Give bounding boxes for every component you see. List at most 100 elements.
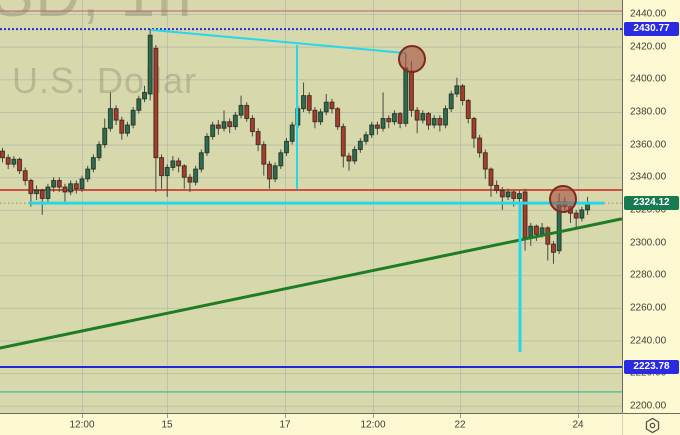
circle-marker-2[interactable] (549, 185, 577, 213)
candle-body-down (39, 189, 45, 199)
candle-body-down (227, 121, 233, 128)
candle (420, 110, 426, 124)
price-label-badge: 2223.78 (624, 359, 679, 374)
candle-body-down (181, 165, 187, 178)
candle-body-up (147, 34, 153, 95)
candle-body-down (550, 243, 556, 253)
candle (11, 156, 17, 168)
candle-body-down (28, 180, 34, 195)
candle (272, 162, 278, 183)
candle (136, 95, 142, 114)
candle (340, 123, 346, 168)
candle-body-down (437, 117, 443, 126)
candle (585, 196, 591, 215)
candle (159, 154, 165, 189)
candle (62, 183, 68, 202)
candle (142, 85, 147, 103)
settings-gear-icon[interactable] (644, 417, 661, 434)
candle-body-up (79, 178, 85, 190)
time-axis[interactable]: 12:00 15 17 12:00 22 24 (0, 413, 622, 435)
candle (278, 149, 284, 170)
candle-body-up (318, 111, 324, 123)
candle (45, 183, 51, 202)
candle (198, 149, 204, 173)
candle-body-down (119, 119, 125, 134)
time-tick-mark (578, 414, 579, 418)
candle (522, 188, 528, 251)
candle (426, 111, 431, 130)
time-tick-mark (285, 414, 286, 418)
candle (528, 222, 534, 246)
price-tick-label: 2360.00 (630, 139, 667, 151)
candle (465, 98, 471, 124)
candle-body-down (494, 184, 500, 191)
candle-body-down (573, 212, 579, 219)
candle (119, 116, 125, 140)
candle (579, 206, 585, 222)
price-tick-label: 2400.00 (630, 73, 667, 85)
candle-body-down (249, 117, 255, 133)
candle (249, 115, 255, 137)
candle-body-down (346, 155, 352, 162)
price-tick-label: 2440.00 (630, 8, 667, 20)
candle-body-down (488, 168, 494, 186)
candle-body-down (73, 183, 79, 190)
candle (329, 98, 335, 114)
price-tick-label: 2340.00 (630, 171, 667, 183)
candle-body-down (397, 113, 403, 124)
price-tick-label: 2300.00 (630, 237, 667, 249)
candle (301, 82, 307, 112)
candle-body-up (130, 109, 136, 126)
time-tick-label: 24 (572, 419, 584, 431)
candle-body-up (579, 209, 585, 219)
candle-body-down (255, 131, 261, 146)
candle (107, 92, 113, 132)
candle (454, 77, 460, 98)
candle (284, 138, 289, 157)
candle-body-down (460, 85, 466, 102)
candle (499, 187, 505, 210)
time-tick-label: 12:00 (360, 419, 386, 431)
candle (130, 107, 136, 129)
candle-body-down (335, 108, 341, 128)
candle-body-down (374, 124, 380, 129)
candle-body-up (516, 193, 522, 199)
time-tick-label: 17 (279, 419, 291, 431)
candle (0, 147, 5, 163)
candle-body-down (329, 101, 335, 110)
green-trendline[interactable] (0, 217, 622, 350)
circle-marker-1[interactable] (398, 45, 426, 73)
candle (369, 121, 375, 139)
candle (56, 177, 62, 192)
candle (22, 167, 28, 186)
candle (505, 188, 511, 201)
candle-body-up (34, 189, 40, 195)
candle (494, 180, 500, 194)
price-axis[interactable]: 2440.00 2420.00 2400.00 2380.00 2360.00 2340.… (622, 0, 680, 413)
candle-body-up (448, 93, 454, 110)
candle-body-down (533, 225, 539, 235)
candle-body-up (505, 191, 511, 198)
price-label-badge: 2430.77 (624, 22, 679, 37)
chart-canvas[interactable]: SD, 1h / U.S. Dollar (0, 0, 622, 413)
candle (227, 118, 233, 134)
candle (516, 190, 522, 204)
price-tick-label: 2420.00 (630, 41, 667, 53)
candle (238, 95, 244, 119)
candle (414, 107, 420, 134)
candle-body-up (403, 67, 409, 124)
candle (181, 164, 187, 189)
candle-body-down (244, 104, 250, 119)
candle (471, 116, 477, 148)
candle-body-up (204, 135, 210, 154)
candle-body-up (272, 165, 278, 180)
candle-body-up (51, 180, 57, 188)
candle (550, 240, 556, 264)
cyan-descending-trendline[interactable] (151, 29, 406, 54)
candle-body-down (261, 144, 267, 165)
candle (335, 107, 341, 130)
candle-body-up (431, 117, 437, 126)
time-tick-label: 22 (454, 419, 466, 431)
time-tick-mark (167, 414, 168, 418)
candle-body-up (289, 124, 295, 142)
